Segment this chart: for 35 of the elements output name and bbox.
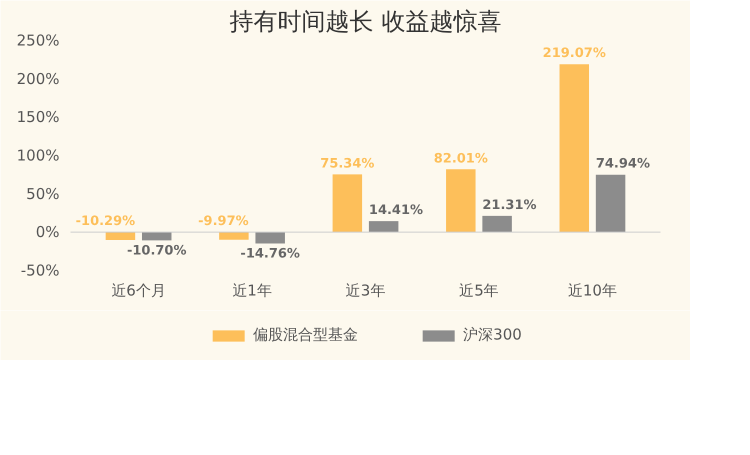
data-label: -14.76% <box>240 246 300 262</box>
bar <box>142 232 172 240</box>
bar <box>446 169 476 232</box>
data-label: 82.01% <box>434 151 488 166</box>
bar <box>106 232 136 240</box>
data-label: 21.31% <box>482 198 537 213</box>
y-tick-label: 100% <box>16 146 60 164</box>
x-tick-label: 近5年 <box>459 282 499 300</box>
y-tick-label: 0% <box>36 223 60 242</box>
x-tick-label: 近3年 <box>346 282 386 300</box>
data-label: 74.94% <box>596 156 650 172</box>
y-tick-label: 200% <box>16 70 60 88</box>
bar <box>596 174 626 232</box>
y-tick-label: 250% <box>16 32 60 50</box>
legend-label: 沪深300 <box>463 326 522 344</box>
bar <box>482 216 512 232</box>
y-tick-label: -50% <box>20 262 60 280</box>
x-tick-label: 近10年 <box>568 282 617 300</box>
legend-label: 偏股混合型基金 <box>253 326 358 344</box>
data-label: 219.07% <box>542 46 606 62</box>
bar <box>255 232 285 244</box>
data-label: 75.34% <box>320 156 374 172</box>
x-tick-label: 近6个月 <box>111 282 166 300</box>
bar <box>560 64 590 232</box>
bar <box>368 221 398 232</box>
y-tick-label: 50% <box>26 184 60 203</box>
data-label: -10.29% <box>76 214 136 230</box>
chart-title: 持有时间越长 收益越惊喜 <box>230 8 502 36</box>
bar <box>219 232 249 240</box>
data-label: 14.41% <box>368 203 424 218</box>
y-tick-label: 150% <box>16 108 60 126</box>
data-label: -9.97% <box>198 214 249 230</box>
bar <box>332 174 362 232</box>
data-label: -10.70% <box>126 243 187 258</box>
x-tick-label: 近1年 <box>232 282 272 300</box>
